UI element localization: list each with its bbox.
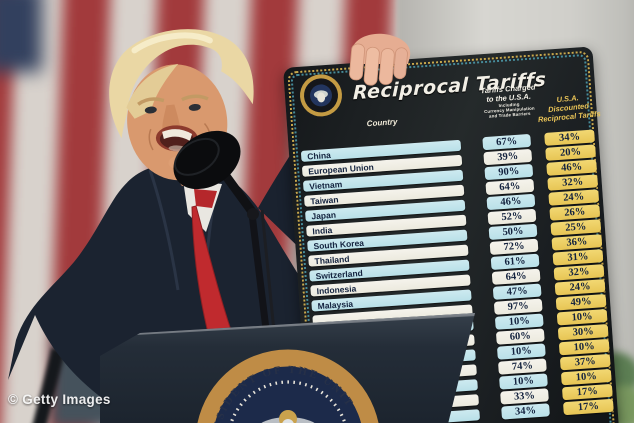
presidential-seal-icon — [300, 74, 343, 117]
teeth — [162, 129, 193, 141]
seal-eagle-head — [282, 419, 294, 423]
board-header: Reciprocal Tariffs — [298, 58, 548, 119]
country-label: South Korea — [313, 237, 365, 251]
getty-watermark: © Getty Images — [8, 392, 111, 407]
country-label: Japan — [311, 209, 337, 221]
discounted-value-box: 17% — [563, 399, 614, 416]
tariff-board: Reciprocal Tariffs Country Tariffs Charg… — [283, 46, 621, 423]
country-label: Switzerland — [315, 267, 364, 281]
country-label: India — [312, 224, 333, 236]
lapel-line — [148, 169, 180, 291]
mic-boom — [221, 171, 258, 218]
country-label: Thailand — [314, 253, 350, 266]
eye — [188, 103, 201, 111]
eyebrow — [137, 97, 165, 106]
tie-knot — [194, 189, 217, 208]
flag-canton — [0, 0, 42, 72]
seal-stars-ring — [229, 380, 347, 423]
podium-presidential-seal: RESIDENT OF THE UNIT — [197, 349, 379, 423]
eye — [144, 106, 157, 114]
country-label: Malaysia — [317, 298, 354, 311]
country-label: China — [306, 149, 332, 162]
mic-clamp — [247, 208, 259, 220]
country-label: Vietnam — [308, 178, 343, 191]
mic-windscreen — [173, 130, 241, 190]
eyebrow — [181, 94, 209, 102]
charged-value-box: 34% — [501, 403, 550, 420]
seal-glory-rays — [279, 410, 297, 423]
hand-holding-board — [349, 33, 411, 86]
country-label: Indonesia — [316, 282, 357, 296]
cheek-line — [148, 128, 154, 151]
hair-highlight — [131, 32, 213, 54]
column-header-charged: Tariffs Charged to the U.S.A. Including … — [480, 82, 536, 119]
hair — [109, 29, 254, 139]
country-label: Taiwan — [309, 193, 339, 206]
